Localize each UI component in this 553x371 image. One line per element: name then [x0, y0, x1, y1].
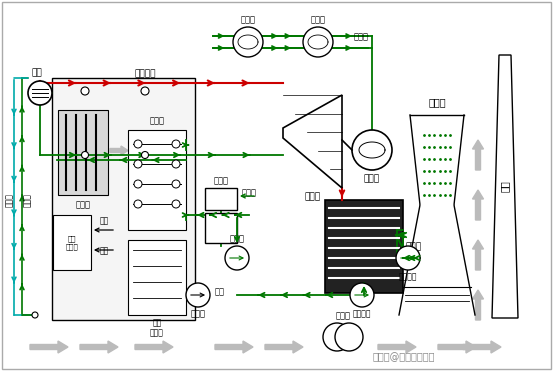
Bar — [205, 188, 237, 210]
Circle shape — [172, 200, 180, 208]
Text: 循环水: 循环水 — [353, 33, 368, 42]
Text: 热风: 热风 — [100, 216, 108, 225]
Circle shape — [32, 312, 38, 318]
Text: 发电机: 发电机 — [364, 174, 380, 183]
FancyArrow shape — [80, 341, 118, 353]
Text: 过热器: 过热器 — [76, 200, 91, 209]
Polygon shape — [492, 55, 518, 318]
Circle shape — [225, 246, 249, 270]
Text: 过热蒸汽: 过热蒸汽 — [134, 69, 156, 78]
FancyArrow shape — [472, 190, 483, 220]
Circle shape — [172, 140, 180, 148]
FancyArrow shape — [150, 255, 159, 290]
Circle shape — [172, 160, 180, 168]
Bar — [53, 215, 91, 270]
Text: 循环水泵: 循环水泵 — [399, 272, 418, 281]
Circle shape — [134, 140, 142, 148]
Text: 下降管: 下降管 — [4, 193, 13, 207]
FancyArrow shape — [472, 140, 483, 170]
Bar — [128, 240, 186, 315]
Text: 补充水: 补充水 — [242, 188, 257, 197]
Polygon shape — [283, 95, 342, 188]
FancyArrow shape — [472, 240, 483, 270]
Circle shape — [81, 151, 88, 158]
FancyArrow shape — [438, 341, 476, 353]
Bar — [325, 200, 403, 293]
FancyArrow shape — [378, 341, 416, 353]
Text: 水冷壁: 水冷壁 — [23, 193, 32, 207]
FancyArrow shape — [150, 150, 159, 190]
FancyArrow shape — [215, 341, 253, 353]
Bar — [128, 130, 186, 230]
Circle shape — [303, 27, 333, 57]
Circle shape — [142, 151, 149, 158]
Text: 引风机: 引风机 — [336, 311, 351, 320]
Circle shape — [81, 87, 89, 95]
Circle shape — [233, 27, 263, 57]
FancyArrow shape — [135, 341, 173, 353]
Text: 汽包: 汽包 — [32, 68, 43, 77]
FancyArrow shape — [463, 341, 501, 353]
FancyArrow shape — [30, 341, 68, 353]
Circle shape — [134, 160, 142, 168]
Bar — [205, 213, 237, 243]
Text: 凝结水泵: 凝结水泵 — [353, 309, 371, 318]
FancyArrow shape — [265, 341, 303, 353]
Circle shape — [172, 180, 180, 188]
Text: 空气
预热器: 空气 预热器 — [150, 318, 164, 337]
FancyArrow shape — [472, 290, 483, 320]
Text: 冷风: 冷风 — [215, 288, 225, 296]
Text: 省煤器: 省煤器 — [149, 116, 164, 125]
Text: 风冷器: 风冷器 — [310, 15, 326, 24]
Circle shape — [134, 200, 142, 208]
Text: 搜狐号@湖南优艺模型: 搜狐号@湖南优艺模型 — [373, 352, 435, 362]
Text: 冷却塔: 冷却塔 — [428, 97, 446, 107]
Text: 汽轮机: 汽轮机 — [305, 192, 321, 201]
Text: 粉煤
燃烧器: 粉煤 燃烧器 — [66, 235, 79, 250]
Circle shape — [141, 87, 149, 95]
Circle shape — [134, 180, 142, 188]
Circle shape — [323, 323, 351, 351]
FancyArrow shape — [110, 146, 128, 155]
Bar — [52, 78, 195, 320]
Text: 烟囱: 烟囱 — [500, 181, 510, 193]
Circle shape — [350, 283, 374, 307]
Text: 吹风机: 吹风机 — [190, 309, 206, 318]
Text: 给水泵: 给水泵 — [229, 234, 244, 243]
Circle shape — [186, 283, 210, 307]
Circle shape — [352, 130, 392, 170]
Circle shape — [335, 323, 363, 351]
Bar — [58, 110, 108, 195]
Text: 除氧器: 除氧器 — [213, 176, 228, 185]
Text: 凝汽器: 凝汽器 — [406, 242, 422, 251]
Circle shape — [28, 81, 52, 105]
Text: 粉煤: 粉煤 — [100, 246, 108, 255]
Circle shape — [396, 246, 420, 270]
Text: 冷油器: 冷油器 — [241, 15, 255, 24]
